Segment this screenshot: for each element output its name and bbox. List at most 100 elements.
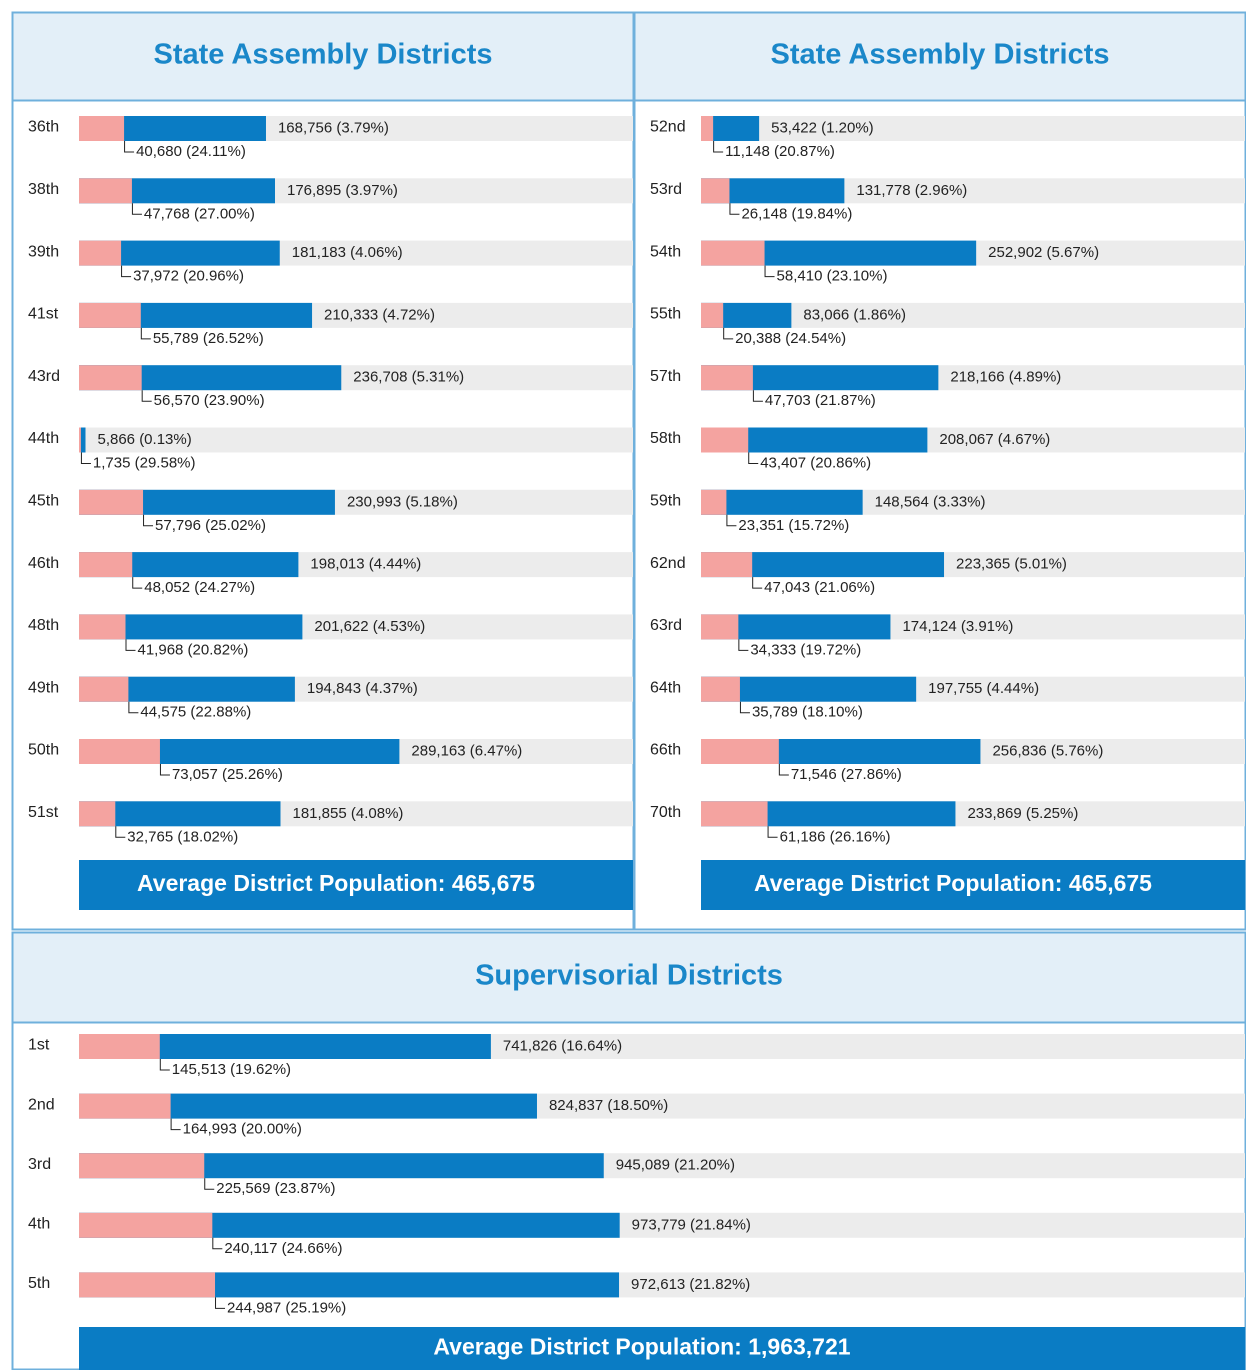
sub-bar — [79, 1153, 205, 1179]
sub-bar — [79, 365, 142, 391]
category-label: 49th — [28, 679, 59, 696]
sub-connector — [159, 764, 170, 776]
sub-value-label: 145,513 (19.62%) — [172, 1061, 291, 1078]
category-label: 62nd — [650, 555, 686, 572]
sub-value-label: 40,680 (24.11%) — [136, 143, 246, 160]
category-label: 58th — [650, 430, 681, 447]
sub-value-label: 48,052 (24.27%) — [144, 579, 255, 596]
category-label: 39th — [28, 243, 59, 260]
sub-value-label: 26,148 (19.84%) — [741, 205, 852, 222]
sub-value-label: 244,987 (25.19%) — [227, 1299, 346, 1316]
total-bar — [79, 427, 86, 453]
value-label: 181,855 (4.08%) — [292, 805, 403, 822]
value-label: 233,869 (5.25%) — [967, 805, 1078, 822]
value-label: 5,866 (0.13%) — [97, 431, 191, 448]
sub-connector — [215, 1297, 226, 1309]
category-label: 41st — [28, 306, 59, 323]
sub-bar — [701, 552, 753, 578]
sub-bar — [79, 302, 141, 328]
sub-bar — [701, 614, 739, 640]
sub-connector — [713, 141, 724, 153]
category-label: 59th — [650, 493, 681, 510]
category-label: 66th — [650, 742, 681, 759]
category-label: 64th — [650, 679, 681, 696]
category-label: 54th — [650, 243, 681, 260]
sub-bar — [701, 365, 753, 391]
value-label: 197,755 (4.44%) — [928, 680, 1039, 697]
sub-connector — [729, 203, 740, 215]
sub-connector — [767, 826, 778, 838]
sub-value-label: 58,410 (23.10%) — [777, 268, 888, 285]
sub-value-label: 37,972 (20.96%) — [133, 268, 244, 285]
panel-header — [11, 11, 635, 102]
sub-connector — [128, 701, 139, 714]
sub-value-label: 240,117 (24.66%) — [224, 1240, 342, 1257]
sub-connector — [131, 203, 142, 215]
value-label: 131,778 (2.96%) — [856, 182, 967, 199]
footer-bar — [701, 860, 1245, 910]
sub-bar — [79, 240, 122, 266]
value-label: 256,836 (5.76%) — [992, 742, 1103, 759]
sub-value-label: 47,043 (21.06%) — [764, 579, 875, 596]
sub-connector — [764, 265, 775, 278]
bar-track — [701, 302, 1245, 328]
value-label: 218,166 (4.89%) — [950, 369, 1061, 386]
panel-header — [11, 931, 1246, 1024]
sub-connector — [212, 1237, 223, 1250]
value-label: 824,837 (18.50%) — [549, 1097, 668, 1114]
category-label: 3rd — [28, 1156, 51, 1173]
category-label: 36th — [28, 119, 59, 136]
sub-value-label: 73,057 (25.26%) — [172, 766, 283, 783]
sub-connector — [125, 639, 136, 651]
value-label: 181,183 (4.06%) — [292, 244, 403, 261]
sub-connector — [726, 514, 737, 527]
category-label: 51st — [28, 804, 59, 821]
value-label: 83,066 (1.86%) — [803, 306, 906, 323]
sub-bar — [701, 427, 749, 453]
category-label: 63rd — [650, 617, 682, 634]
panel — [633, 11, 1246, 931]
value-label: 223,365 (5.01%) — [956, 556, 1067, 573]
sub-bar — [79, 676, 129, 702]
value-label: 289,163 (6.47%) — [411, 742, 522, 759]
sub-connector — [748, 452, 759, 464]
sub-value-label: 11,148 (20.87%) — [725, 143, 835, 160]
sub-bar — [79, 489, 144, 515]
category-label: 2nd — [28, 1096, 55, 1113]
sub-connector — [752, 390, 763, 402]
sub-value-label: 57,796 (25.02%) — [155, 517, 266, 534]
sub-connector — [80, 452, 91, 464]
sub-connector — [778, 764, 789, 776]
category-label: 1st — [28, 1037, 50, 1054]
footer-note: Average District Population: 465,675 — [754, 870, 1152, 896]
sub-bar — [79, 116, 125, 141]
sub-bar — [701, 801, 768, 827]
sub-bar — [79, 614, 126, 640]
value-label: 168,756 (3.79%) — [278, 119, 389, 136]
sub-bar — [79, 739, 160, 764]
value-label: 972,613 (21.82%) — [631, 1276, 750, 1293]
sub-bar — [79, 1272, 216, 1298]
sub-connector — [141, 390, 152, 402]
value-label: 210,333 (4.72%) — [324, 306, 435, 323]
value-label: 252,902 (5.67%) — [988, 244, 1099, 261]
sub-bar — [701, 302, 724, 328]
sub-connector — [132, 577, 143, 589]
sub-value-label: 44,575 (22.88%) — [140, 704, 251, 721]
sub-connector — [143, 514, 154, 527]
sub-bar — [79, 1212, 213, 1238]
sub-bar — [701, 489, 727, 515]
total-bar — [701, 489, 863, 515]
category-label: 4th — [28, 1216, 50, 1233]
sub-value-label: 71,546 (27.86%) — [791, 766, 902, 783]
sub-bar — [79, 801, 116, 827]
sub-bar — [79, 1034, 160, 1059]
sub-connector — [752, 577, 763, 589]
sub-value-label: 55,789 (26.52%) — [153, 330, 264, 347]
category-label: 53rd — [650, 181, 682, 198]
category-label: 57th — [650, 368, 681, 385]
category-label: 70th — [650, 804, 681, 821]
sub-value-label: 23,351 (15.72%) — [738, 517, 849, 534]
value-label: 174,124 (3.91%) — [902, 618, 1013, 635]
